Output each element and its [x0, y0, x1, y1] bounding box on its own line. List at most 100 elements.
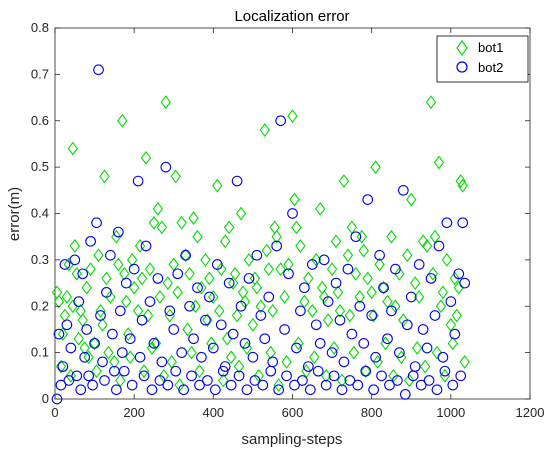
bot2-point	[392, 375, 403, 386]
bot2-point	[370, 351, 381, 363]
bot2-point	[310, 319, 322, 331]
bot1-point	[200, 252, 211, 267]
bot1-point	[99, 169, 110, 184]
bot1-point	[396, 350, 407, 365]
bot1-point	[97, 317, 108, 332]
bot1-point	[204, 271, 215, 286]
bot1-point	[180, 248, 191, 263]
bot1-point	[152, 201, 164, 216]
bot2-point	[417, 324, 429, 335]
bot2-point	[126, 379, 138, 391]
legend-label-bot2: bot2	[478, 60, 503, 75]
bot2-point	[299, 282, 310, 294]
bot1-point	[243, 252, 255, 267]
bot1-point	[125, 350, 136, 365]
bot2-point	[154, 375, 166, 386]
bot2-point	[107, 328, 118, 340]
bot2-point	[459, 277, 471, 289]
bot2-point	[413, 259, 425, 270]
bot1-point	[154, 290, 166, 304]
bot2-point	[249, 375, 261, 386]
x-tick-label: 0	[51, 405, 58, 420]
bot1-point	[128, 280, 140, 295]
bot1-point	[190, 299, 201, 314]
legend-box	[436, 35, 529, 83]
bot2-point	[87, 379, 98, 391]
bot2-point	[314, 338, 326, 349]
bot1-point	[123, 327, 134, 341]
bot1-point	[170, 169, 181, 184]
bot2-point	[360, 365, 372, 377]
axis-ticks: 0 200 400 600 800 1000 1200 0 0.1 0.2 0.3 0.4 0.5 0.6…	[31, 20, 545, 420]
bot1-point	[186, 345, 197, 360]
bot1-point	[398, 313, 409, 328]
bot1-point	[127, 252, 138, 267]
bot2-point	[81, 324, 93, 335]
plot-area	[54, 27, 531, 400]
data-markers	[51, 64, 471, 405]
bot2-point	[93, 64, 104, 76]
bot2-point	[194, 379, 205, 391]
bot1-point	[344, 308, 356, 323]
bot2-point	[65, 342, 77, 354]
bot1-point	[160, 95, 172, 110]
bot2-point	[124, 333, 136, 345]
bot2-point	[433, 240, 445, 252]
bot2-point	[449, 328, 461, 340]
bot2-point	[243, 273, 255, 284]
x-axis-label: sampling-steps	[242, 431, 343, 448]
bot2-point	[61, 319, 73, 331]
bot1-point	[146, 341, 158, 355]
bot1-point	[142, 308, 154, 323]
bot2-point	[368, 384, 379, 396]
bot1-point	[162, 276, 174, 290]
bot1-point	[283, 257, 294, 272]
bot1-point	[222, 331, 233, 346]
bot1-point	[71, 266, 82, 281]
bot1-point	[309, 350, 320, 365]
bot1-point	[229, 266, 241, 281]
bot2-point	[354, 300, 366, 312]
bot1-point	[289, 192, 300, 207]
bot1-point	[103, 345, 114, 360]
bot1-point	[208, 290, 219, 304]
bot2-point	[136, 314, 148, 326]
bot1-point	[366, 285, 377, 300]
bot2-point	[91, 217, 102, 229]
bot2-point	[437, 351, 449, 363]
bot2-point	[429, 310, 441, 321]
bot1-point	[338, 174, 350, 188]
legend: bot1 bot2	[436, 35, 529, 83]
bot2-point	[362, 194, 374, 205]
bot2-point	[312, 365, 324, 377]
bot1-point	[358, 243, 369, 258]
bot2-point	[77, 268, 89, 280]
bot1-point	[182, 322, 193, 337]
bot2-point	[51, 393, 63, 405]
bot1-point	[192, 229, 203, 244]
bot1-point	[225, 350, 237, 365]
bot1-point	[293, 336, 304, 351]
bot2-point	[263, 291, 275, 303]
bot2-point	[204, 291, 215, 303]
bot2-point	[279, 324, 290, 335]
bot1-point	[184, 266, 195, 281]
bot2-point	[225, 379, 237, 391]
bot1-point	[410, 276, 421, 290]
bot2-point	[376, 370, 387, 382]
bot1-point	[439, 368, 451, 383]
x-tick-label: 1000	[436, 405, 465, 420]
bot2-point	[267, 356, 279, 368]
bot1-point	[281, 354, 292, 369]
bot2-point	[287, 208, 298, 219]
bot2-point	[170, 365, 182, 377]
bot2-point	[144, 296, 156, 307]
bot2-point	[196, 351, 207, 363]
bot2-point	[271, 240, 283, 252]
bot2-point	[251, 249, 263, 261]
bot2-point	[112, 226, 124, 238]
bot2-point	[134, 351, 146, 363]
bot2-point	[114, 305, 126, 317]
bot1-point	[206, 336, 217, 351]
bot1-point	[295, 239, 306, 253]
